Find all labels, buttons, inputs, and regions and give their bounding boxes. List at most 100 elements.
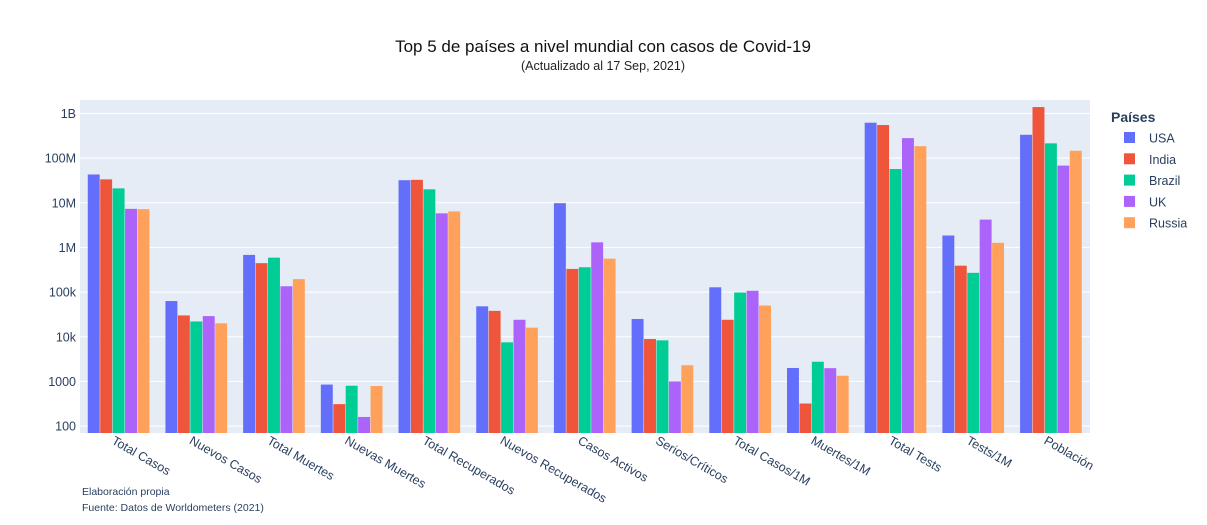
bar-uk-7[interactable]	[668, 381, 681, 433]
bars	[87, 107, 1082, 434]
bar-india-11[interactable]	[954, 265, 967, 433]
bar-russia-10[interactable]	[914, 146, 927, 433]
bar-uk-2[interactable]	[280, 286, 293, 433]
bar-brazil-0[interactable]	[112, 188, 125, 433]
legend-label-usa[interactable]: USA	[1149, 132, 1175, 146]
bar-uk-3[interactable]	[358, 416, 371, 433]
x-tick-label: Total Tests	[886, 433, 944, 475]
bar-brazil-3[interactable]	[345, 385, 358, 433]
bar-russia-0[interactable]	[137, 209, 150, 433]
bar-usa-10[interactable]	[864, 122, 877, 434]
x-tick-label: Total Casos/1M	[731, 433, 813, 488]
bar-india-3[interactable]	[333, 404, 346, 433]
bar-usa-4[interactable]	[398, 180, 411, 433]
bar-uk-4[interactable]	[435, 213, 448, 433]
legend-label-brazil[interactable]: Brazil	[1149, 174, 1180, 188]
bar-russia-5[interactable]	[525, 327, 538, 433]
bar-brazil-1[interactable]	[190, 321, 203, 433]
bar-uk-11[interactable]	[979, 219, 992, 433]
x-tick-label: Tests/1M	[964, 433, 1014, 470]
bar-russia-7[interactable]	[681, 365, 694, 433]
bar-brazil-8[interactable]	[734, 292, 747, 433]
x-tick-label: Casos Activos	[576, 433, 651, 484]
bar-uk-6[interactable]	[591, 242, 604, 433]
legend-label-india[interactable]: India	[1149, 153, 1176, 167]
legend-label-russia[interactable]: Russia	[1149, 217, 1187, 231]
bar-usa-11[interactable]	[942, 235, 955, 433]
legend-swatch-brazil[interactable]	[1124, 174, 1135, 186]
bar-russia-8[interactable]	[759, 305, 771, 433]
bar-russia-6[interactable]	[603, 258, 616, 433]
bar-india-12[interactable]	[1032, 107, 1045, 433]
bar-usa-5[interactable]	[476, 306, 489, 433]
bar-usa-6[interactable]	[553, 203, 566, 433]
legend: Países USA India Brazil UK Russia	[1111, 109, 1187, 231]
legend-title: Países	[1111, 109, 1156, 125]
y-tick-label: 100	[55, 420, 76, 434]
bar-brazil-7[interactable]	[656, 340, 669, 433]
x-tick-label: Total Casos	[109, 433, 173, 478]
bar-uk-8[interactable]	[746, 290, 759, 433]
bar-russia-12[interactable]	[1069, 150, 1082, 433]
note-elaboration: Elaboración propia	[82, 486, 170, 498]
bar-brazil-5[interactable]	[501, 342, 514, 433]
y-tick-label: 1M	[59, 241, 76, 255]
legend-swatch-russia[interactable]	[1124, 217, 1135, 229]
bar-russia-11[interactable]	[992, 242, 1005, 433]
bar-usa-1[interactable]	[165, 301, 178, 433]
bar-india-5[interactable]	[488, 310, 501, 433]
bar-india-1[interactable]	[177, 315, 190, 433]
bar-uk-0[interactable]	[125, 208, 137, 433]
bar-india-6[interactable]	[566, 268, 579, 433]
bar-usa-2[interactable]	[243, 254, 256, 433]
bar-uk-10[interactable]	[901, 138, 914, 433]
bar-brazil-9[interactable]	[811, 361, 824, 433]
y-tick-label: 1B	[61, 107, 76, 121]
x-tick-label: Población	[1042, 433, 1097, 473]
bar-russia-1[interactable]	[215, 323, 228, 433]
bar-india-0[interactable]	[100, 179, 113, 433]
bar-india-10[interactable]	[877, 125, 890, 433]
bar-india-7[interactable]	[644, 339, 656, 433]
bar-india-2[interactable]	[255, 263, 268, 433]
x-axis-ticks: Total Casos Nuevos Casos Total Muertes Nuev…	[109, 433, 1096, 505]
x-tick-label: Muertes/1M	[809, 433, 873, 478]
x-tick-label: Nuevas Muertes	[342, 433, 428, 491]
chart-subtitle: (Actualizado al 17 Sep, 2021)	[521, 59, 685, 73]
bar-usa-9[interactable]	[787, 367, 799, 433]
bar-india-8[interactable]	[721, 319, 734, 433]
bar-india-4[interactable]	[410, 179, 423, 433]
bar-russia-2[interactable]	[292, 279, 305, 433]
x-tick-label: Total Muertes	[265, 433, 337, 483]
bar-usa-7[interactable]	[631, 318, 644, 433]
y-tick-label: 10k	[56, 330, 77, 344]
bar-brazil-4[interactable]	[423, 189, 436, 433]
bar-russia-9[interactable]	[836, 375, 849, 433]
y-axis-ticks: 100 1000 10k 100k 1M 10M 100M 1B	[45, 107, 77, 434]
bar-brazil-11[interactable]	[967, 272, 980, 433]
bar-brazil-6[interactable]	[578, 267, 591, 433]
bar-uk-1[interactable]	[202, 316, 215, 433]
bar-brazil-2[interactable]	[268, 257, 280, 433]
bar-india-9[interactable]	[799, 403, 812, 433]
y-tick-label: 1000	[48, 375, 76, 389]
bar-uk-5[interactable]	[513, 319, 526, 433]
chart-title: Top 5 de países a nivel mundial con caso…	[395, 37, 811, 56]
bar-russia-3[interactable]	[370, 385, 383, 433]
legend-swatch-india[interactable]	[1124, 153, 1135, 165]
bar-russia-4[interactable]	[448, 211, 461, 433]
bar-brazil-10[interactable]	[889, 169, 902, 433]
x-tick-label: Serios/Críticos	[653, 433, 730, 486]
bar-usa-8[interactable]	[709, 287, 722, 433]
bar-uk-12[interactable]	[1057, 165, 1070, 433]
bar-usa-12[interactable]	[1020, 134, 1033, 433]
bar-usa-3[interactable]	[320, 384, 333, 433]
legend-swatch-usa[interactable]	[1124, 132, 1135, 143]
legend-label-uk[interactable]: UK	[1149, 195, 1167, 209]
bar-usa-0[interactable]	[87, 174, 100, 433]
legend-swatch-uk[interactable]	[1124, 195, 1135, 207]
bar-uk-9[interactable]	[824, 368, 837, 433]
y-tick-label: 10M	[52, 196, 76, 210]
bar-brazil-12[interactable]	[1044, 143, 1057, 433]
